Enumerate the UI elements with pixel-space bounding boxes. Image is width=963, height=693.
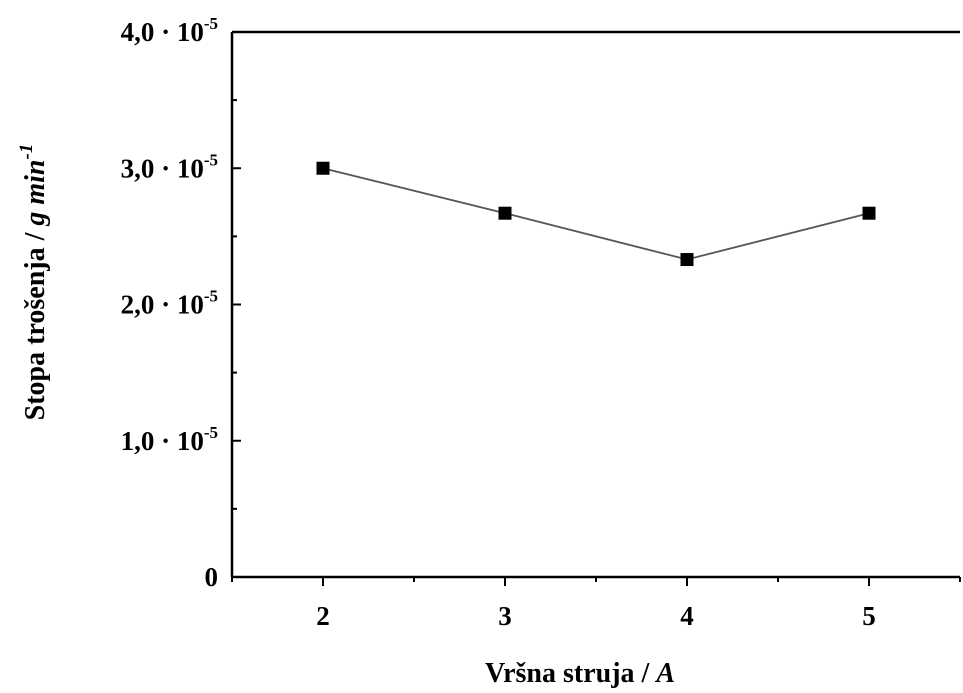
series-polyline <box>322 167 870 261</box>
data-point-square <box>498 206 512 220</box>
y-tick-label: 4,0 · 10-5 <box>121 14 218 47</box>
data-point-square <box>316 161 330 175</box>
series-line <box>322 167 870 261</box>
data-point-square <box>680 253 694 267</box>
x-tick-label: 2 <box>316 601 330 631</box>
series-points <box>316 161 876 267</box>
x-tick-label: 4 <box>680 601 694 631</box>
y-axis-title: Stopa trošenja / g min-1 <box>16 144 51 421</box>
axes <box>230 30 960 579</box>
x-tick-label: 3 <box>498 601 512 631</box>
y-tick-label: 2,0 · 10-5 <box>121 287 218 320</box>
y-tick-label: 1,0 · 10-5 <box>121 423 218 456</box>
x-tick-label: 5 <box>862 601 876 631</box>
x-axis-title: Vršna struja / A <box>485 658 675 689</box>
y-tick-label: 0 <box>205 562 219 592</box>
ticks <box>231 31 961 586</box>
y-tick-label: 3,0 · 10-5 <box>121 150 218 183</box>
tick-labels: 0 1,0 · 10-5 2,0 · 10-5 3,0 · 10-5 4,0 · 10-… <box>121 14 876 631</box>
data-point-square <box>862 206 876 220</box>
